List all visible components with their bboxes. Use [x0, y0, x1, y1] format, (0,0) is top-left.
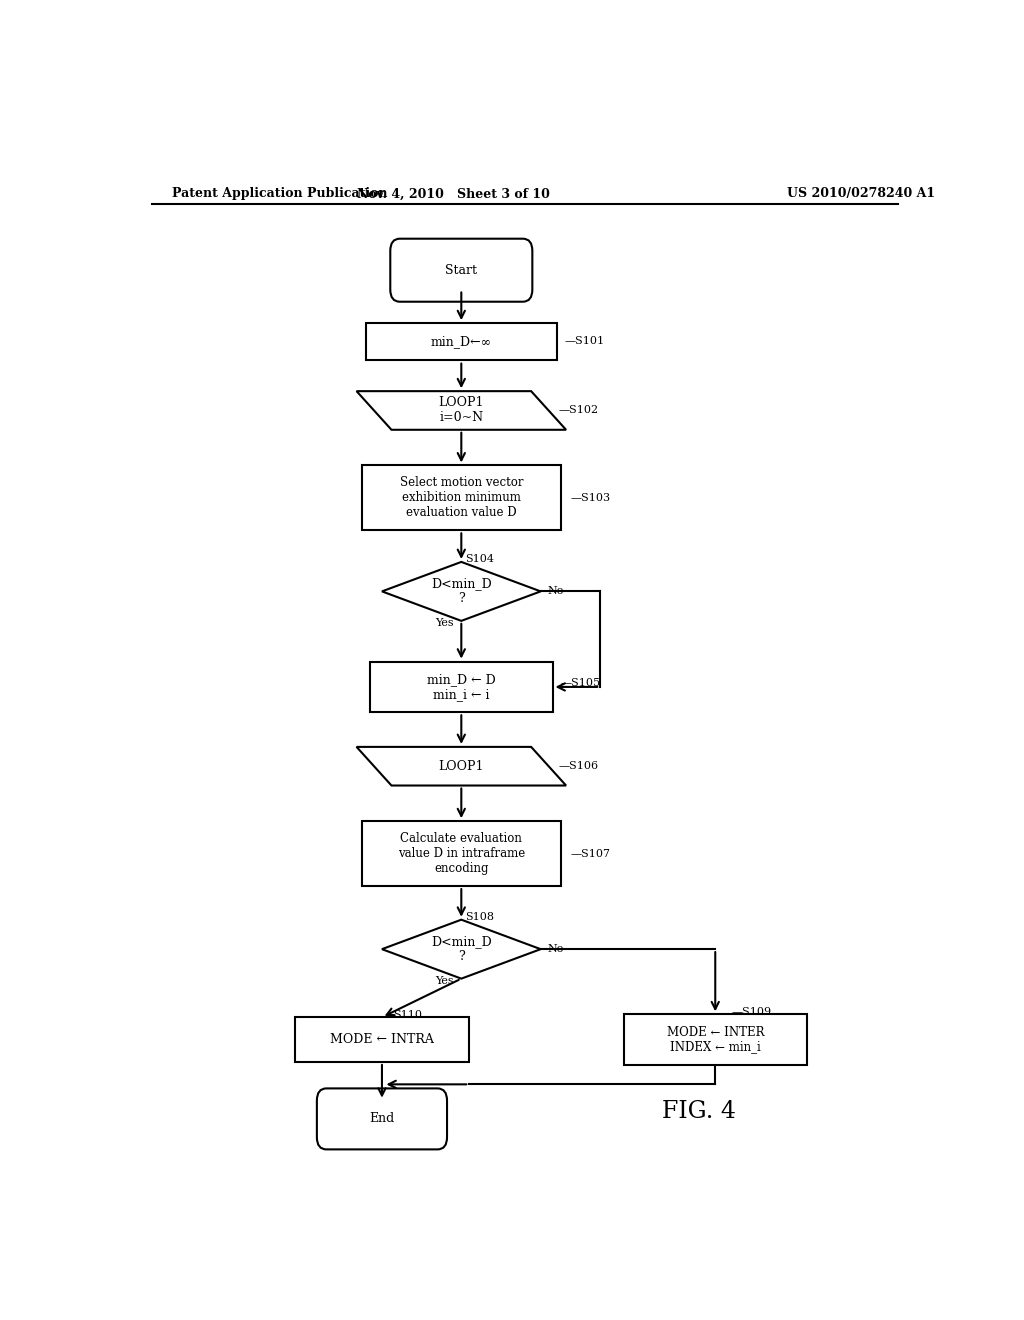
- Text: —S102: —S102: [559, 405, 599, 416]
- Text: —S105: —S105: [560, 678, 601, 688]
- Text: MODE ← INTER
INDEX ← min_i: MODE ← INTER INDEX ← min_i: [667, 1026, 764, 1053]
- Bar: [295, 1018, 469, 1063]
- Text: Calculate evaluation
value D in intraframe
encoding: Calculate evaluation value D in intrafra…: [397, 832, 525, 875]
- Text: —S109: —S109: [731, 1007, 771, 1018]
- Bar: [624, 1014, 807, 1065]
- Text: —S106: —S106: [559, 762, 599, 771]
- Text: No: No: [547, 586, 563, 597]
- Text: —S103: —S103: [570, 492, 611, 503]
- Text: Select motion vector
exhibition minimum
evaluation value D: Select motion vector exhibition minimum …: [399, 477, 523, 519]
- Text: Start: Start: [445, 264, 477, 277]
- Text: FIG. 4: FIG. 4: [663, 1101, 736, 1123]
- Polygon shape: [356, 747, 566, 785]
- Text: End: End: [370, 1113, 394, 1126]
- FancyBboxPatch shape: [316, 1089, 447, 1150]
- FancyBboxPatch shape: [390, 239, 532, 302]
- Polygon shape: [382, 562, 541, 620]
- Bar: [362, 821, 560, 886]
- Text: —S101: —S101: [564, 337, 604, 346]
- Bar: [370, 661, 553, 713]
- Text: Yes: Yes: [435, 975, 454, 986]
- Text: S110: S110: [393, 1010, 422, 1020]
- Polygon shape: [382, 920, 541, 978]
- Text: MODE ← INTRA: MODE ← INTRA: [330, 1034, 434, 1047]
- Text: min_D ← D
min_i ← i: min_D ← D min_i ← i: [427, 673, 496, 701]
- Text: D<min_D
?: D<min_D ?: [431, 577, 492, 606]
- Text: US 2010/0278240 A1: US 2010/0278240 A1: [786, 187, 935, 201]
- Bar: [362, 466, 560, 531]
- Text: S108: S108: [465, 912, 495, 921]
- Bar: [367, 322, 557, 360]
- Text: Nov. 4, 2010   Sheet 3 of 10: Nov. 4, 2010 Sheet 3 of 10: [357, 187, 550, 201]
- Text: LOOP1
i=0~N: LOOP1 i=0~N: [438, 396, 484, 425]
- Text: —S107: —S107: [570, 849, 611, 858]
- Text: Yes: Yes: [435, 618, 454, 628]
- Text: No: No: [547, 944, 563, 954]
- Text: D<min_D
?: D<min_D ?: [431, 935, 492, 964]
- Polygon shape: [356, 391, 566, 430]
- Text: min_D←∞: min_D←∞: [431, 335, 492, 348]
- Text: S104: S104: [465, 554, 495, 564]
- Text: LOOP1: LOOP1: [438, 760, 484, 772]
- Text: Patent Application Publication: Patent Application Publication: [172, 187, 387, 201]
